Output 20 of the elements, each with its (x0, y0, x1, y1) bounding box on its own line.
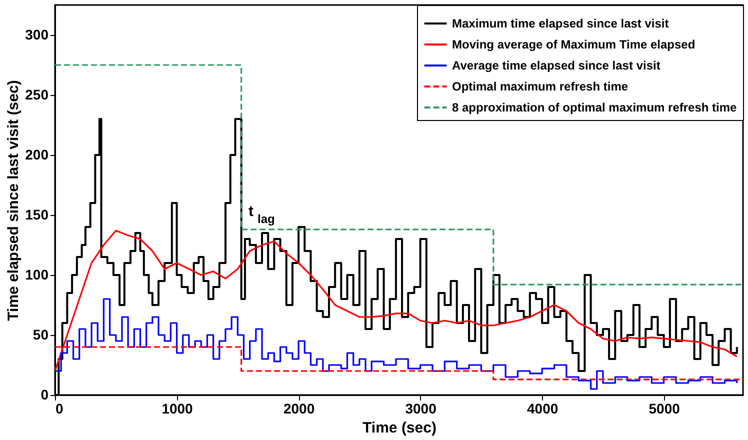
x-tick-label: 1000 (162, 400, 194, 416)
legend-label: Moving average of Maximum Time elapsed (452, 38, 696, 52)
legend-label: Maximum time elapsed since last visit (452, 16, 669, 30)
legend-label: Average time elapsed since last visit (452, 58, 660, 72)
y-tick-label: 50 (32, 326, 49, 342)
legend-label: Optimal maximum refresh time (452, 80, 628, 94)
x-tick-label: 0 (56, 400, 64, 416)
x-tick-label: 2000 (283, 400, 315, 416)
x-tick-label: 5000 (648, 400, 680, 416)
x-tick-label: 3000 (405, 400, 437, 416)
y-axis-title: Time elapsed since last visit (sec) (5, 80, 22, 321)
y-tick-label: 0 (40, 386, 49, 402)
y-tick-label: 250 (25, 86, 49, 102)
y-tick-label: 300 (25, 26, 49, 42)
legend-label: 8 approximation of optimal maximum refresh time (452, 100, 738, 114)
x-tick-label: 4000 (527, 400, 558, 416)
y-tick-label: 100 (25, 266, 49, 282)
y-tick-label: 150 (25, 206, 49, 222)
y-tick-label: 200 (25, 146, 49, 162)
x-axis-title: Time (sec) (362, 420, 436, 436)
